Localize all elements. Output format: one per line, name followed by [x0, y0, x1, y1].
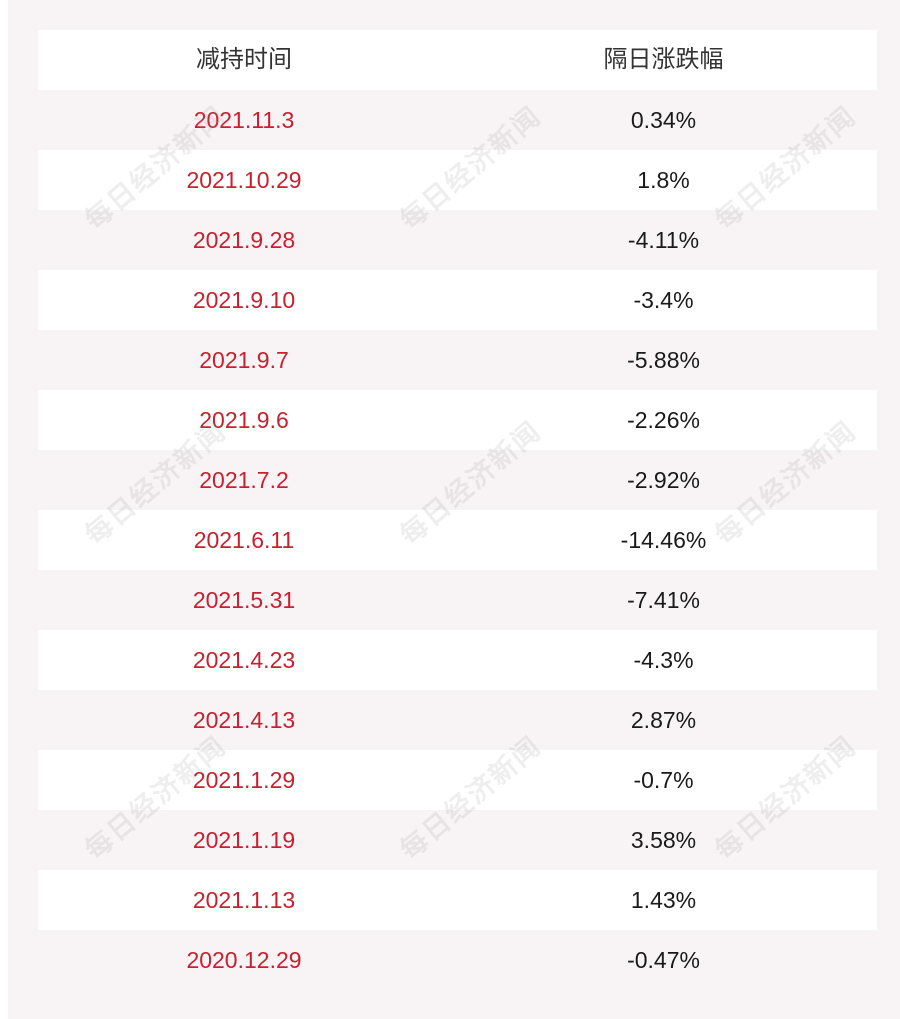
- reduction-date: 2021.11.3: [193, 107, 295, 133]
- table-row: 2021.1.13 1.43%: [38, 870, 877, 930]
- table-row: 2020.12.29 -0.47%: [38, 930, 877, 990]
- reduction-date: 2021.9.7: [199, 347, 289, 373]
- next-day-change: -0.7%: [633, 767, 694, 793]
- reduction-date: 2021.9.6: [199, 407, 289, 433]
- reduction-date: 2021.1.29: [192, 767, 296, 793]
- table-row: 2021.9.28 -4.11%: [38, 210, 877, 270]
- next-day-change: -7.41%: [627, 587, 700, 613]
- next-day-change: 1.43%: [630, 887, 697, 913]
- next-day-change: -2.92%: [627, 467, 700, 493]
- table-row: 2021.9.10 -3.4%: [38, 270, 877, 330]
- next-day-change: -2.26%: [627, 407, 700, 433]
- table-row: 2021.1.19 3.58%: [38, 810, 877, 870]
- reduction-date: 2021.4.13: [192, 707, 296, 733]
- reduction-date: 2021.9.10: [192, 287, 296, 313]
- table-row: 2021.1.29 -0.7%: [38, 750, 877, 810]
- reduction-date: 2021.6.11: [193, 527, 295, 553]
- reduction-table: 减持时间 隔日涨跌幅 2021.11.3 0.34% 2021.10.29 1.8% 2…: [38, 30, 877, 990]
- reduction-date: 2021.10.29: [186, 167, 302, 193]
- next-day-change: -14.46%: [620, 527, 707, 553]
- reduction-date: 2021.5.31: [192, 587, 296, 613]
- table-row: 2021.7.2 -2.92%: [38, 450, 877, 510]
- table-row: 2021.10.29 1.8%: [38, 150, 877, 210]
- table-header-row: 减持时间 隔日涨跌幅: [38, 30, 877, 90]
- next-day-change: -4.3%: [633, 647, 694, 673]
- reduction-date: 2021.9.28: [192, 227, 296, 253]
- next-day-change: -5.88%: [627, 347, 700, 373]
- header-date: 减持时间: [196, 46, 292, 73]
- table-row: 2021.4.13 2.87%: [38, 690, 877, 750]
- next-day-change: 2.87%: [630, 707, 697, 733]
- reduction-date: 2021.7.2: [199, 467, 289, 493]
- reduction-date: 2021.4.23: [192, 647, 296, 673]
- next-day-change: 1.8%: [637, 167, 690, 193]
- next-day-change: -4.11%: [627, 227, 700, 253]
- table-row: 2021.11.3 0.34%: [38, 90, 877, 150]
- table-row: 2021.4.23 -4.3%: [38, 630, 877, 690]
- next-day-change: -0.47%: [627, 947, 700, 973]
- table-row: 2021.9.7 -5.88%: [38, 330, 877, 390]
- next-day-change: 3.58%: [630, 827, 697, 853]
- next-day-change: -3.4%: [633, 287, 694, 313]
- reduction-date: 2020.12.29: [186, 947, 302, 973]
- reduction-date: 2021.1.19: [192, 827, 296, 853]
- table-row: 2021.6.11 -14.46%: [38, 510, 877, 570]
- header-next-day-change: 隔日涨跌幅: [603, 46, 724, 73]
- table-row: 2021.9.6 -2.26%: [38, 390, 877, 450]
- reduction-date: 2021.1.13: [192, 887, 296, 913]
- next-day-change: 0.34%: [630, 107, 697, 133]
- table-row: 2021.5.31 -7.41%: [38, 570, 877, 630]
